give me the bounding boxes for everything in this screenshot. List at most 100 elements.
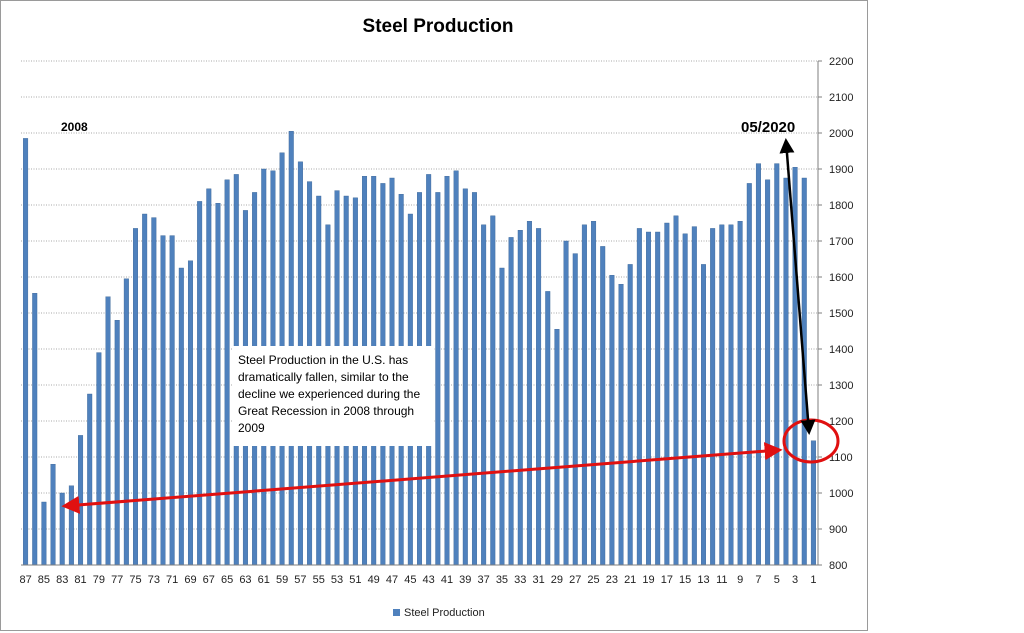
bar (490, 215, 496, 566)
x-tick-label: 73 (148, 574, 160, 586)
y-tick-label: 1500 (829, 308, 853, 320)
x-tick-label: 19 (642, 574, 654, 586)
x-tick-label: 7 (755, 574, 761, 586)
bar (572, 253, 578, 566)
x-tick-label: 41 (441, 574, 453, 586)
bar (481, 224, 487, 566)
x-tick-label: 67 (203, 574, 215, 586)
bar (169, 235, 175, 566)
x-tick-label: 5 (774, 574, 780, 586)
x-tick-label: 57 (294, 574, 306, 586)
x-tick-label: 21 (624, 574, 636, 586)
x-tick-label: 25 (587, 574, 599, 586)
y-tick-label: 1700 (829, 236, 853, 248)
bar (105, 296, 111, 566)
bar (618, 284, 624, 566)
x-tick-label: 71 (166, 574, 178, 586)
y-tick-label: 1000 (829, 488, 853, 500)
bar (627, 264, 633, 566)
bar (151, 217, 157, 566)
x-tick-label: 29 (551, 574, 563, 586)
y-tick-label: 900 (829, 524, 847, 536)
bar (664, 222, 670, 566)
y-tick-label: 1200 (829, 416, 853, 428)
x-tick-label: 59 (276, 574, 288, 586)
bar (636, 228, 642, 566)
bar (68, 485, 74, 566)
x-tick-label: 47 (386, 574, 398, 586)
bar (453, 170, 459, 566)
bar (59, 492, 65, 566)
x-tick-label: 79 (93, 574, 105, 586)
legend-swatch (393, 609, 400, 616)
bar (701, 264, 706, 566)
bar (444, 175, 450, 566)
y-tick-label: 2200 (829, 56, 853, 68)
x-tick-label: 51 (349, 574, 361, 586)
bar (526, 220, 532, 566)
bar (591, 220, 597, 566)
date-05-2020-label: 05/2020 (741, 119, 795, 136)
x-tick-label: 63 (239, 574, 251, 586)
bar (114, 320, 120, 566)
bar (609, 275, 615, 566)
bar (197, 201, 203, 566)
bar (133, 228, 139, 566)
chart-frame: Steel Production 800 900 1000 1100 1200 1300 1… (0, 0, 868, 631)
y-tick-labels: 800 900 1000 1100 1200 1300 1400 1500 1600 1700 18… (818, 56, 853, 572)
x-tick-label: 85 (38, 574, 50, 586)
bar (32, 293, 38, 566)
x-tick-label: 1 (810, 574, 816, 586)
bar (545, 291, 551, 566)
x-tick-label: 45 (404, 574, 416, 586)
bar (746, 183, 752, 566)
bar (536, 228, 542, 566)
y-tick-label: 800 (829, 560, 847, 572)
bar (160, 235, 166, 566)
bar (646, 231, 652, 566)
x-tick-label: 15 (679, 574, 691, 586)
x-tick-label: 35 (496, 574, 508, 586)
bar (41, 501, 47, 566)
x-tick-label: 77 (111, 574, 123, 586)
bar (23, 138, 29, 566)
bar (215, 202, 221, 566)
y-tick-label: 1100 (829, 452, 853, 464)
x-tick-label: 13 (697, 574, 709, 586)
x-tick-label: 75 (129, 574, 141, 586)
y-tick-label: 1400 (829, 344, 853, 356)
x-tick-labels: 87 85 83 81 79 77 75 73 71 69 67 65 63 61 59 57 55 53 51 49… (19, 574, 816, 586)
bar (581, 224, 587, 566)
x-tick-label: 39 (459, 574, 471, 586)
bar (78, 435, 84, 566)
x-tick-label: 3 (792, 574, 798, 586)
x-tick-label: 55 (313, 574, 325, 586)
x-tick-label: 43 (423, 574, 435, 586)
bar (719, 224, 725, 566)
bar (471, 192, 477, 566)
year-2008-label: 2008 (61, 120, 88, 134)
bar (691, 226, 697, 566)
bar (600, 246, 606, 566)
x-tick-label: 83 (56, 574, 68, 586)
annotation-textbox: Steel Production in the U.S. has dramati… (232, 346, 434, 446)
x-tick-label: 33 (514, 574, 526, 586)
x-tick-label: 23 (606, 574, 618, 586)
x-tick-label: 49 (368, 574, 380, 586)
y-tick-label: 1800 (829, 200, 853, 212)
y-tick-label: 2000 (829, 128, 853, 140)
bar (673, 215, 679, 566)
bar (710, 228, 716, 566)
red-comparison-arrow (61, 442, 783, 514)
x-tick-label: 87 (19, 574, 31, 586)
bar (755, 163, 761, 566)
bar (810, 440, 816, 566)
x-tick-label: 11 (716, 574, 727, 586)
bar (224, 179, 230, 566)
x-tick-label: 31 (532, 574, 544, 586)
bar (783, 177, 789, 566)
legend: Steel Production (393, 607, 485, 619)
bar (563, 240, 569, 566)
bar-chart: Steel Production 800 900 1000 1100 1200 1300 1… (19, 16, 853, 619)
bar (206, 188, 212, 566)
